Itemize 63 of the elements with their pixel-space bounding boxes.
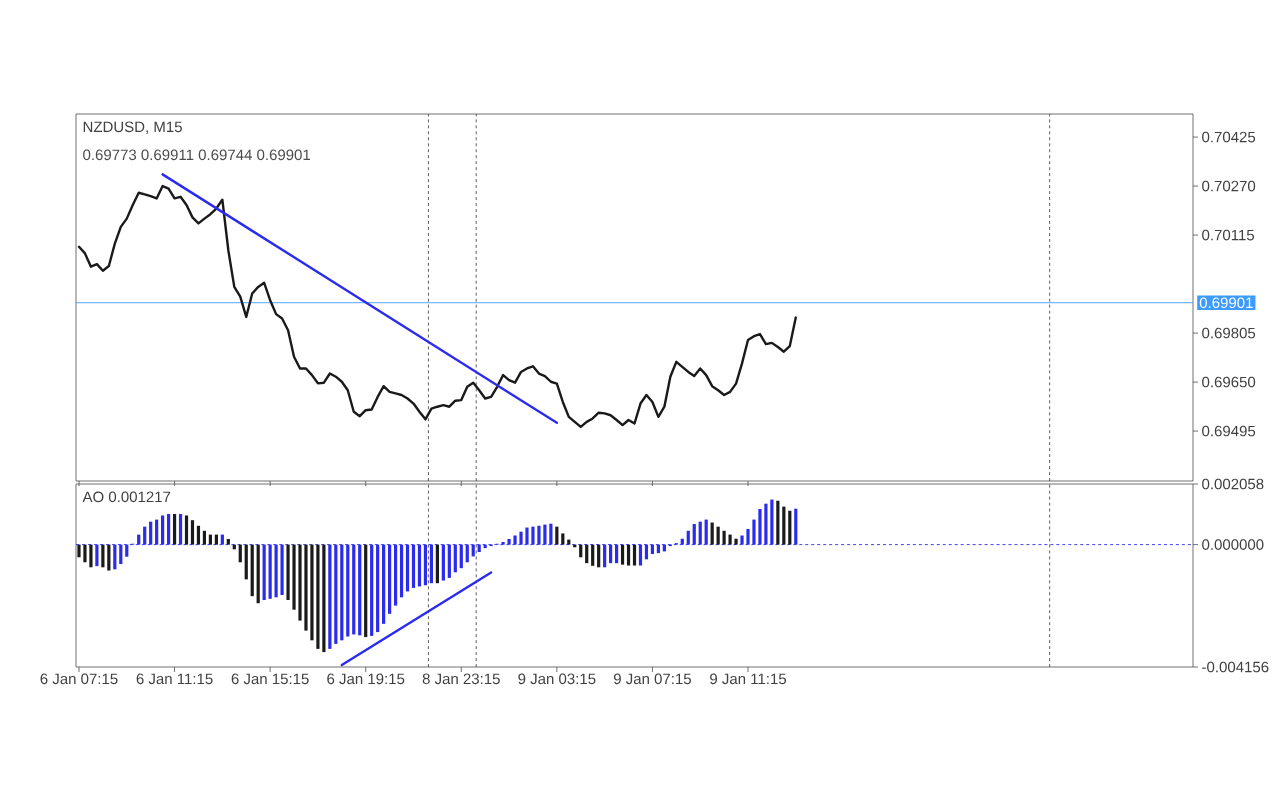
y-tick-label: 0.70115 [1202,229,1255,241]
bar [716,526,720,545]
bar [298,544,302,621]
bar [310,544,314,641]
bar [214,534,218,545]
bar [585,544,589,564]
bar [632,544,637,566]
bar [292,544,296,610]
chart-title: AO 0.001217 [82,491,171,503]
bar [208,534,212,545]
bar [561,533,565,545]
x-tick-label: 6 Jan 15:15 [231,673,309,685]
chart-title: NZDUSD, M15 [83,121,182,134]
bar [620,544,625,565]
bar [710,522,714,545]
bar [304,544,308,631]
y-tick-label: -0.004156 [1202,661,1269,673]
bar [567,539,571,545]
bar [597,544,601,568]
bar [776,500,780,545]
y-tick-label: 0.000000 [1202,539,1264,550]
bar [89,544,93,568]
bar [226,539,230,545]
x-tick-label: 6 Jan 07:15 [40,673,118,685]
bar [244,544,248,580]
y-tick-label: 0.69650 [1202,376,1256,388]
bar [788,510,792,545]
y-tick-label: 0.69495 [1202,425,1256,437]
bar [782,506,786,545]
bar [107,544,111,571]
text: 0.69773 0.69911 0.69744 0.69901 [83,149,311,161]
bar [626,544,631,566]
bar [202,530,207,545]
bar [286,544,290,600]
bar [184,515,189,545]
bar [435,544,439,584]
bar [728,534,732,545]
y-tick-label: 0.002058 [1202,478,1264,490]
y-tick-label: 0.70270 [1202,180,1256,192]
y-tick-label: 0.70425 [1202,131,1256,143]
bar [722,530,726,545]
bar [591,544,595,566]
bar [555,526,559,545]
bar [322,544,326,653]
x-tick-label: 9 Jan 07:15 [613,673,691,685]
bar [316,544,320,649]
bar [250,544,254,597]
bar [196,525,201,545]
bar [101,544,105,568]
bar [364,544,368,638]
x-tick-label: 8 Jan 23:15 [422,673,500,685]
x-tick-label: 6 Jan 11:15 [136,673,213,685]
x-tick-label: 9 Jan 11:15 [710,673,787,685]
ref-line-label: 0.69901 [1199,297,1253,309]
x-tick-label: 6 Jan 19:15 [327,673,405,685]
bar [190,520,195,545]
bar [77,544,81,558]
bar [172,513,177,545]
bar [734,538,738,545]
bar [256,544,260,604]
y-tick-label: 0.69805 [1202,327,1256,339]
x-tick-label: 9 Jan 03:15 [518,673,596,685]
bar [83,544,87,563]
